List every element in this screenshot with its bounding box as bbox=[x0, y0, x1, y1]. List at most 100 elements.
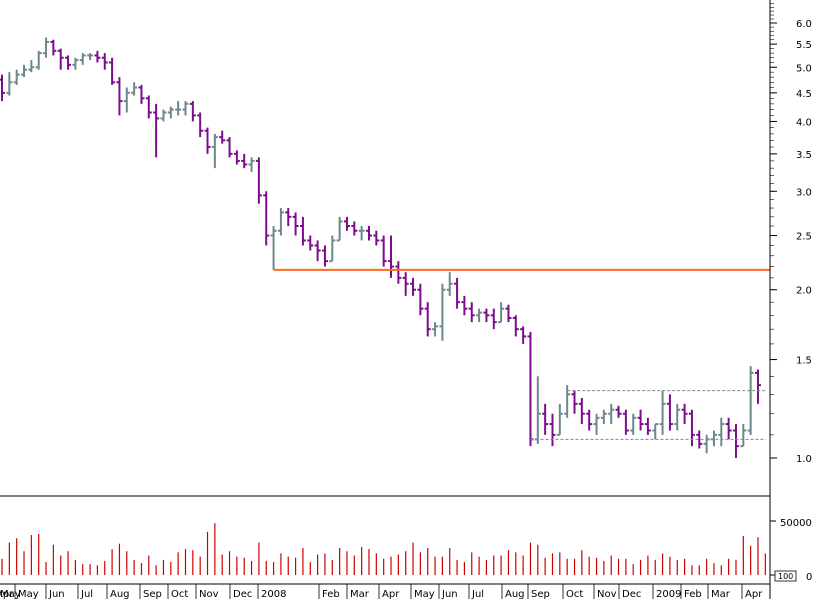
date-tick-label: Apr bbox=[0, 589, 14, 599]
date-tick-label: Sep bbox=[531, 589, 550, 599]
price-bar bbox=[644, 417, 651, 435]
price-bar bbox=[549, 413, 556, 447]
date-tick-label: Sep bbox=[143, 589, 162, 599]
price-tick-label: 4.5 bbox=[796, 89, 812, 100]
price-bar bbox=[87, 53, 94, 61]
price-bar bbox=[688, 409, 695, 447]
date-tick-label: Apr bbox=[745, 589, 763, 599]
price-tick-label: 2.0 bbox=[796, 286, 812, 297]
price-bar bbox=[307, 235, 314, 251]
price-bar bbox=[123, 87, 130, 113]
price-bar bbox=[373, 230, 380, 246]
price-bar bbox=[219, 130, 226, 144]
price-tick-label: 6.0 bbox=[796, 19, 812, 30]
price-bar bbox=[417, 283, 424, 316]
price-bar bbox=[72, 57, 79, 70]
price-bar bbox=[512, 315, 519, 337]
date-tick-label: Oct bbox=[566, 589, 583, 599]
price-bar bbox=[79, 53, 86, 65]
price-bar bbox=[248, 157, 255, 172]
date-tick-label: Jul bbox=[471, 589, 484, 599]
price-bar bbox=[608, 403, 615, 425]
price-bar bbox=[285, 208, 292, 227]
price-bar bbox=[454, 277, 461, 309]
price-bar bbox=[725, 417, 732, 440]
price-bar bbox=[483, 308, 490, 323]
price-bar bbox=[755, 369, 761, 404]
price-bar bbox=[498, 302, 505, 324]
date-tick-label: Jul bbox=[80, 589, 93, 599]
price-bar bbox=[241, 153, 248, 169]
price-bar bbox=[681, 403, 688, 425]
price-bar bbox=[145, 95, 152, 119]
price-bar bbox=[703, 434, 710, 454]
price-bar bbox=[116, 77, 123, 116]
price-bar bbox=[476, 308, 483, 323]
date-tick-label: Nov bbox=[199, 589, 219, 599]
price-bar bbox=[65, 55, 72, 70]
price-bar bbox=[410, 277, 417, 296]
price-bar bbox=[388, 235, 395, 278]
price-bar bbox=[175, 101, 182, 116]
price-pane bbox=[0, 37, 770, 458]
price-bar bbox=[153, 103, 160, 158]
price-bar bbox=[358, 226, 365, 241]
price-tick-label: 5.5 bbox=[796, 40, 812, 51]
price-bar bbox=[204, 127, 211, 154]
price-bar bbox=[732, 424, 739, 458]
price-bar bbox=[50, 39, 57, 56]
price-bar bbox=[615, 405, 622, 418]
price-bar bbox=[35, 50, 42, 70]
volume-unit-label: 100 bbox=[778, 572, 793, 581]
volume-axis: 50000 0 100 bbox=[770, 518, 812, 583]
price-bar bbox=[233, 150, 240, 165]
date-tick-label: Jun bbox=[441, 589, 458, 599]
price-bar bbox=[593, 413, 600, 435]
price-bar bbox=[131, 82, 138, 96]
price-axis: 6.0 5.5 5.0 4.5 4.0 3.5 3.0 2.5 2.0 1.5 1.0 bbox=[770, 3, 812, 465]
price-bar bbox=[160, 109, 167, 122]
volume-tick-label: 0 bbox=[806, 572, 812, 583]
price-bar bbox=[432, 322, 439, 337]
price-bar bbox=[336, 216, 343, 242]
price-bar bbox=[28, 60, 35, 73]
price-bar bbox=[564, 385, 571, 418]
date-tick-label: May bbox=[414, 589, 435, 599]
price-tick-label: 4.0 bbox=[796, 117, 812, 128]
date-tick-label: Feb bbox=[322, 589, 340, 599]
price-tick-label: 5.0 bbox=[796, 63, 812, 74]
price-bar bbox=[299, 216, 306, 246]
date-tick-label: 2008 bbox=[261, 589, 286, 599]
price-bar bbox=[277, 208, 284, 236]
price-bar bbox=[351, 221, 358, 236]
price-bar bbox=[637, 409, 644, 431]
date-tick-label: May bbox=[18, 589, 39, 599]
price-bar bbox=[490, 308, 497, 330]
price-bar bbox=[167, 106, 174, 119]
price-bar bbox=[652, 423, 659, 440]
volume-unit-box bbox=[774, 570, 797, 582]
volume-tick-label: 50000 bbox=[780, 518, 812, 529]
price-bar bbox=[710, 430, 717, 447]
price-bar bbox=[468, 302, 475, 323]
price-bar bbox=[718, 417, 725, 447]
price-tick-label: 3.5 bbox=[796, 150, 812, 161]
price-bar bbox=[380, 235, 387, 267]
price-bar bbox=[314, 240, 321, 262]
date-tick-label: Dec bbox=[233, 589, 252, 599]
price-bar bbox=[446, 272, 453, 296]
price-bar bbox=[101, 53, 108, 70]
price-bar bbox=[263, 191, 270, 246]
price-bar bbox=[534, 376, 541, 444]
date-tick-label: Aug bbox=[110, 589, 130, 599]
date-tick-label: May bbox=[0, 589, 21, 599]
price-bar bbox=[740, 424, 747, 448]
price-bar bbox=[439, 283, 446, 341]
date-tick-label: Apr bbox=[382, 589, 400, 599]
price-tick-label: 3.0 bbox=[796, 187, 812, 198]
price-bar bbox=[197, 112, 204, 138]
date-tick-label: Dec bbox=[622, 589, 641, 599]
price-bar bbox=[659, 390, 666, 435]
date-axis: AprMayJunJulAugSepOctNovDec2008FebMarApr… bbox=[0, 583, 770, 599]
